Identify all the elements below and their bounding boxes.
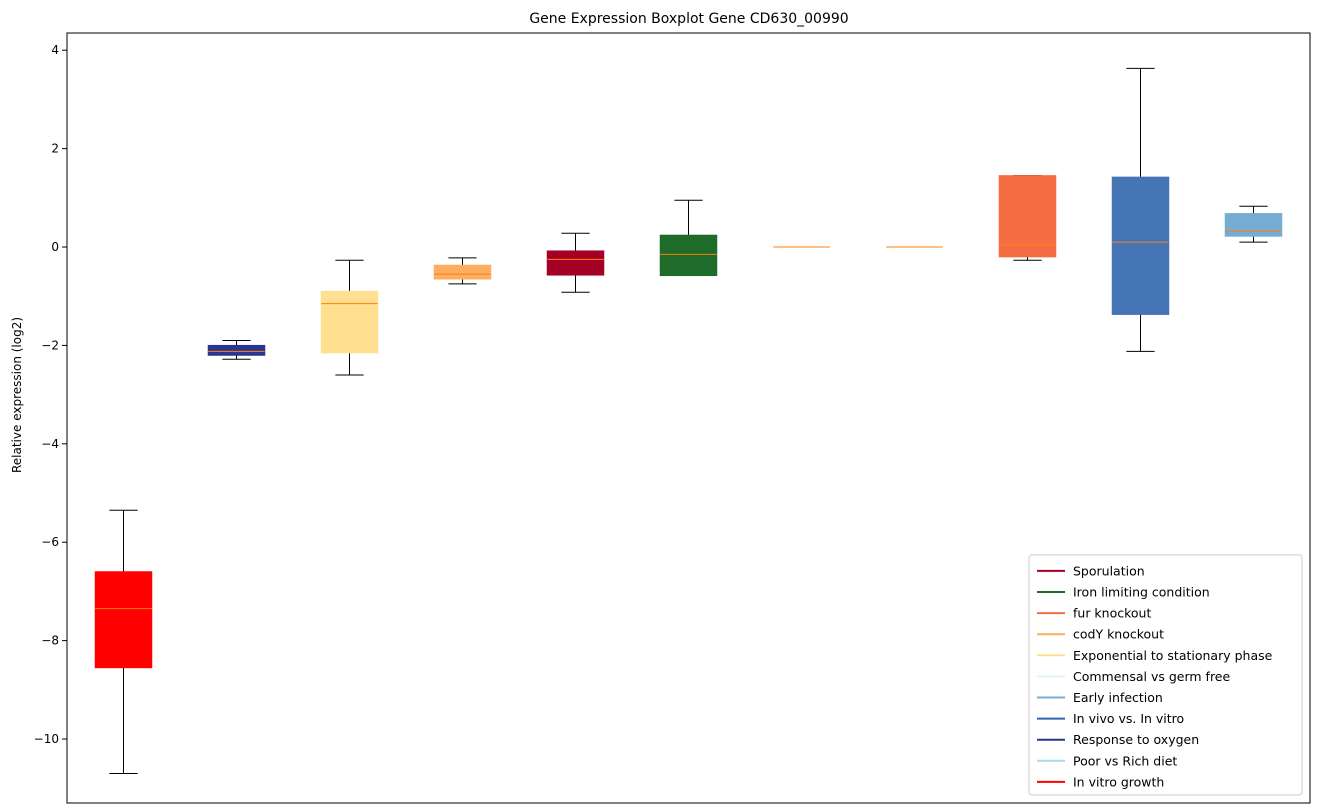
box-10 (1111, 67, 1170, 352)
legend-label: In vivo vs. In vitro (1073, 711, 1184, 726)
legend-label: Response to oxygen (1073, 732, 1199, 747)
legend-frame (1028, 554, 1303, 796)
plot-frame (66, 32, 1311, 804)
legend-label: Early infection (1073, 690, 1163, 705)
legend-label: fur knockout (1073, 606, 1151, 621)
box-body (1111, 176, 1170, 315)
legend-label: Poor vs Rich diet (1073, 753, 1177, 768)
y-tick-label: 4 (51, 43, 59, 57)
box-body (998, 175, 1057, 258)
y-axis-ticks: 4 2 0 −2 −4 −6 −8 −10 (34, 43, 67, 746)
y-tick-label: −4 (41, 437, 59, 451)
legend: Sporulation Iron limiting condition fur kn… (1028, 554, 1303, 796)
box-body (94, 571, 153, 669)
y-axis-label: Relative expression (log2) (10, 317, 24, 473)
y-tick-label: −8 (41, 634, 59, 648)
box-11 (1224, 205, 1283, 243)
chart-title: Gene Expression Boxplot Gene CD630_00990 (529, 11, 848, 27)
box-body (546, 250, 605, 276)
y-tick-label: −6 (41, 535, 59, 549)
box-2 (207, 340, 266, 360)
y-tick-label: −10 (34, 732, 59, 746)
box-3 (320, 259, 379, 376)
legend-label: Sporulation (1073, 563, 1145, 578)
box-body (433, 264, 492, 280)
box-body (659, 234, 718, 277)
box-body (320, 290, 379, 354)
box-body (1224, 213, 1283, 237)
y-tick-label: −2 (41, 338, 59, 352)
legend-label: Iron limiting condition (1073, 585, 1210, 600)
legend-label: codY knockout (1073, 627, 1164, 642)
y-tick-label: 0 (51, 240, 59, 254)
boxes-group (94, 67, 1283, 774)
box-4 (433, 257, 492, 285)
box-6 (659, 199, 718, 277)
legend-label: Commensal vs germ free (1073, 669, 1230, 684)
box-body (207, 344, 266, 356)
box-9 (998, 175, 1057, 261)
box-1 (94, 509, 153, 774)
legend-label: Exponential to stationary phase (1073, 648, 1273, 663)
box-5 (546, 232, 605, 293)
y-tick-label: 2 (51, 142, 59, 156)
legend-label: In vitro growth (1073, 774, 1164, 789)
